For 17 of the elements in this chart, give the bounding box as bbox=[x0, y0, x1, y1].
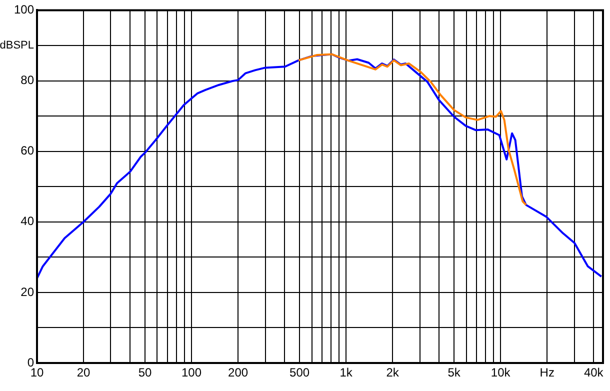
y-tick-label: 20 bbox=[20, 284, 34, 299]
x-tick-label: 5k bbox=[448, 366, 462, 380]
x-tick-label: 50 bbox=[138, 366, 152, 380]
y-axis-title: dBSPL bbox=[0, 40, 34, 52]
x-tick-label: 2k bbox=[386, 366, 400, 380]
x-tick-label: 100 bbox=[182, 366, 202, 380]
y-tick-label: 40 bbox=[20, 214, 34, 228]
y-tick-label: 100 bbox=[14, 2, 34, 17]
x-tick-label: 1k bbox=[340, 366, 354, 380]
x-tick-label: 500 bbox=[290, 366, 310, 380]
y-tick-label: 60 bbox=[20, 144, 34, 158]
y-tick-label: 80 bbox=[20, 73, 34, 88]
x-tick-label: 200 bbox=[228, 366, 248, 380]
x-tick-label: 20 bbox=[76, 366, 91, 380]
x-tick-label: 40k bbox=[584, 366, 604, 380]
x-tick-label: 10k bbox=[490, 366, 512, 380]
x-tick-label: Hz bbox=[540, 366, 554, 380]
